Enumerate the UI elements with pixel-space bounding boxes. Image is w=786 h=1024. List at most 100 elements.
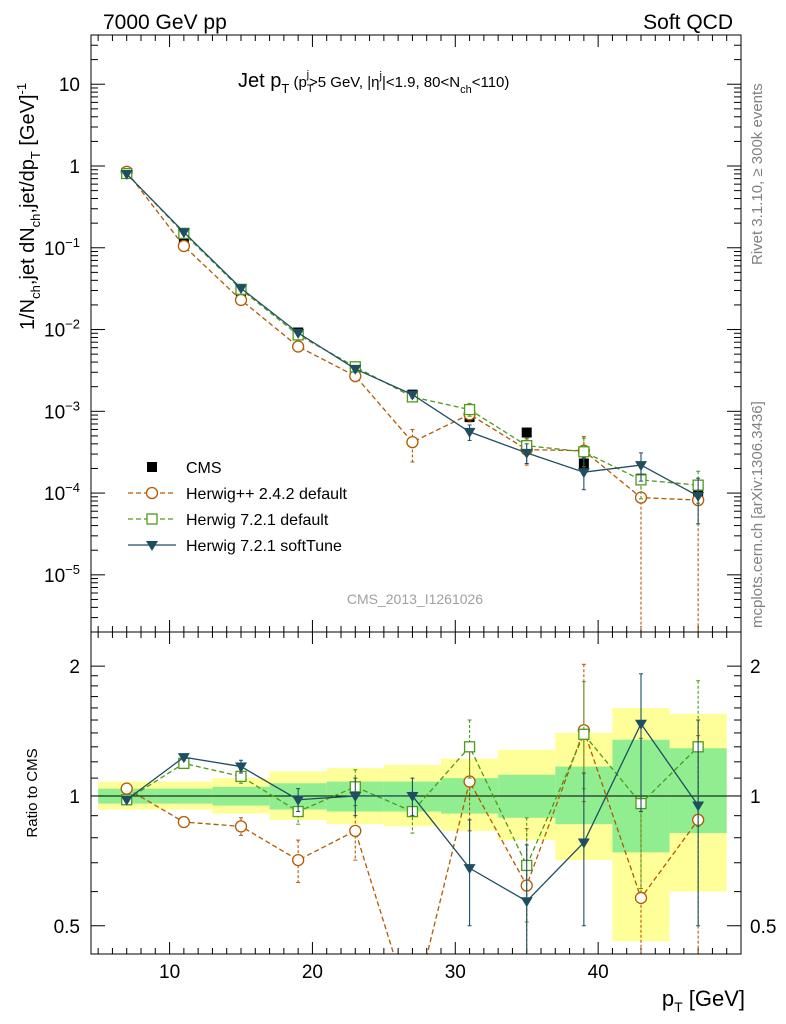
- data-point-marker: [146, 541, 158, 551]
- data-point-marker: [292, 328, 305, 339]
- legend-entry: Herwig 7.2.1 softTune: [128, 538, 342, 555]
- data-point-marker: [120, 795, 133, 806]
- main-y-axis-label: 1/Nch,jet dNch,jet/dpT [GeV]-1: [14, 83, 43, 330]
- data-point-marker: [145, 486, 159, 500]
- main-title-cut-3: <110): [472, 74, 510, 91]
- ratio-panel: 10 20 30 40 2 2 1 1 0.5 0.5 Ratio to CMS: [24, 631, 777, 983]
- data-point-marker: [578, 446, 590, 458]
- ratio-axis-ticks: 10 20 30 40 2 2 1 1 0.5 0.5: [54, 657, 777, 983]
- data-point-marker: [147, 462, 157, 472]
- x-tick-label: 20: [302, 962, 323, 983]
- y-tick-label: 10−2: [44, 317, 80, 342]
- y-tick-label-right: 1: [750, 787, 761, 808]
- data-point-marker: [177, 753, 190, 764]
- analysis-watermark: CMS_2013_I1261026: [347, 591, 483, 607]
- data-point-marker: [349, 791, 362, 802]
- legend: CMS Herwig++ 2.4.2 default Herwig 7.2.1 de…: [128, 460, 348, 555]
- energy-label: 7000 GeV pp: [103, 11, 227, 34]
- category-label: Soft QCD: [643, 11, 733, 34]
- data-point-marker: [406, 435, 419, 449]
- y-tick-label: 0.5: [54, 917, 80, 938]
- series-herwig-7-2-1-default: [121, 167, 704, 504]
- series-line: [126, 173, 699, 486]
- data-point-marker: [692, 492, 705, 503]
- data-point-marker: [406, 791, 419, 802]
- data-point-marker: [463, 864, 476, 875]
- legend-label: Herwig 7.2.1 softTune: [186, 538, 342, 555]
- data-point-marker: [520, 448, 533, 459]
- main-title-sup-j: j: [306, 69, 309, 81]
- main-title-cut-1: >5 GeV, |η: [309, 74, 379, 91]
- data-point-marker: [349, 824, 362, 837]
- data-point-marker: [146, 513, 158, 525]
- main-title-text: Jet p: [238, 70, 281, 92]
- legend-entry: Herwig 7.2.1 default: [128, 512, 329, 529]
- x-tick-label: 40: [588, 962, 609, 983]
- main-title-cut-2: |<1.9, 80<N: [382, 74, 460, 91]
- y-tick-label: 10−3: [44, 398, 80, 423]
- legend-entry: Herwig++ 2.4.2 default: [128, 486, 348, 503]
- y-tick-label: 2: [69, 657, 80, 678]
- legend-label: Herwig++ 2.4.2 default: [186, 486, 348, 503]
- y-tick-label: 10−4: [44, 480, 80, 505]
- data-point-marker: [235, 284, 247, 295]
- y-tick-label: 1: [69, 787, 80, 808]
- main-title: Jet pT (pTj>5 GeV, |ηj|<1.9, 80<Nch<110): [238, 69, 509, 96]
- data-point-marker: [578, 728, 590, 740]
- main-title-sub-ch: ch: [460, 84, 472, 96]
- data-point-marker: [520, 897, 533, 908]
- series-line: [126, 733, 699, 867]
- ratio-series-layer: [120, 663, 705, 955]
- main-axis-ticks: 10 1 10−1 10−2 10−3 10−4 10−5: [44, 34, 741, 644]
- ratio-plot-frame: [90, 631, 742, 955]
- data-point-marker: [463, 427, 476, 438]
- legend-entry: CMS: [147, 460, 222, 477]
- data-point-marker: [577, 468, 590, 479]
- legend-label: Herwig 7.2.1 default: [186, 512, 329, 529]
- data-point-marker: [634, 891, 648, 905]
- series-cms: [121, 168, 704, 499]
- main-series-layer: [120, 165, 705, 633]
- main-title-sub: T: [281, 81, 289, 96]
- x-tick-label: 10: [159, 962, 180, 983]
- y-tick-label: 10: [59, 75, 80, 96]
- data-point-marker: [235, 762, 247, 773]
- y-tick-label: 1: [69, 157, 80, 178]
- data-point-marker: [291, 853, 305, 867]
- data-point-marker: [521, 427, 532, 438]
- data-point-marker: [234, 820, 248, 833]
- main-title-sup-j2: j: [379, 70, 382, 82]
- main-title-sub-t: T: [307, 83, 314, 95]
- data-point-marker: [234, 293, 248, 307]
- y-tick-label: 10−5: [44, 562, 80, 587]
- series-line: [126, 728, 699, 954]
- data-point-marker: [177, 815, 191, 829]
- legend-label: CMS: [186, 460, 222, 477]
- x-axis-label: pT [GeV]: [662, 986, 745, 1015]
- series-line: [126, 171, 699, 501]
- main-title-cuts: (p: [289, 74, 307, 91]
- data-point-marker: [349, 364, 362, 375]
- ratio-y-axis-label: Ratio to CMS: [24, 748, 41, 837]
- data-point-marker: [177, 228, 190, 239]
- data-point-marker: [120, 782, 133, 795]
- data-point-marker: [406, 390, 419, 401]
- series-herwig-7-2-1-softtune: [120, 169, 705, 525]
- data-point-marker: [177, 239, 191, 253]
- data-point-marker: [292, 795, 305, 806]
- x-tick-label: 30: [445, 962, 466, 983]
- data-point-marker: [291, 340, 305, 353]
- data-point-marker: [635, 719, 647, 730]
- source-reference-label: mcplots.cern.ch [arXiv:1306.3436]: [749, 401, 766, 628]
- data-point-marker: [577, 838, 590, 849]
- data-point-marker: [635, 461, 647, 472]
- data-point-marker: [120, 169, 133, 180]
- y-tick-label-right: 2: [750, 657, 761, 678]
- data-point-marker: [692, 801, 705, 812]
- series-herwig-7-2-1-softtune: [120, 673, 705, 955]
- rivet-version-label: Rivet 3.1.10, ≥ 300k events: [749, 83, 766, 265]
- data-point-marker: [463, 741, 476, 753]
- y-tick-label: 10−1: [44, 235, 80, 260]
